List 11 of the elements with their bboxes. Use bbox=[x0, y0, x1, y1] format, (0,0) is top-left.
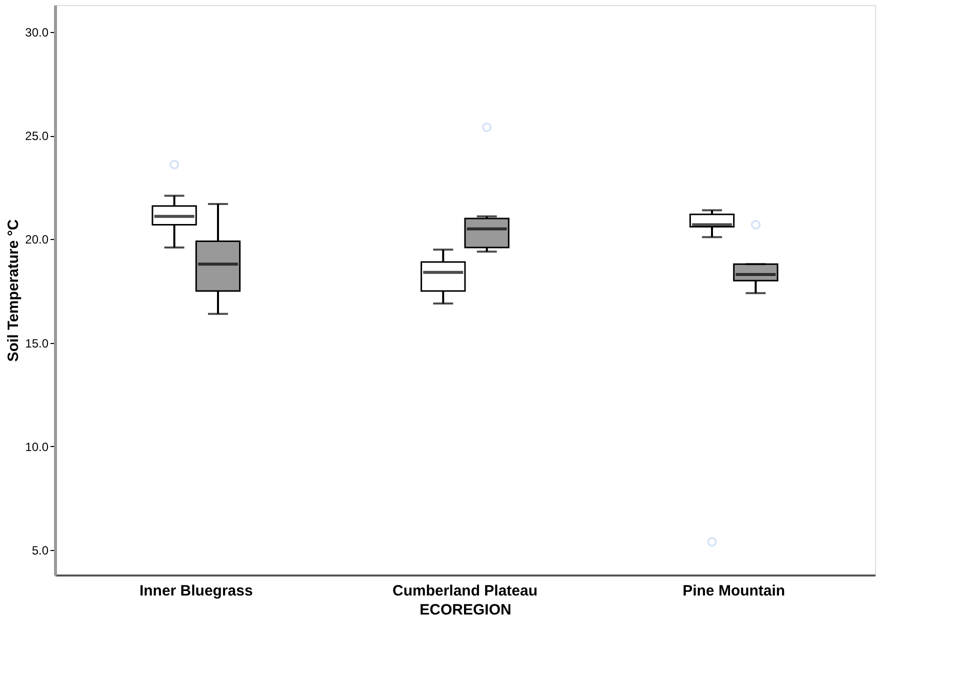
y-tick-label: 30.0 bbox=[25, 25, 49, 40]
y-tick-label: 15.0 bbox=[25, 336, 49, 350]
y-axis-title: Soil Temperature °C bbox=[5, 219, 22, 362]
y-tick-label: 5.0 bbox=[32, 544, 49, 558]
y-tick-label: 20.0 bbox=[25, 232, 49, 247]
x-tick-label: Cumberland Plateau bbox=[392, 582, 538, 600]
y-tick-label: 10.0 bbox=[25, 440, 49, 454]
x-tick-label: Inner Bluegrass bbox=[139, 582, 253, 600]
x-tick-label: Pine Mountain bbox=[682, 582, 786, 600]
y-tick-label: 25.0 bbox=[25, 129, 49, 144]
x-axis-title: ECOREGION bbox=[420, 602, 512, 618]
